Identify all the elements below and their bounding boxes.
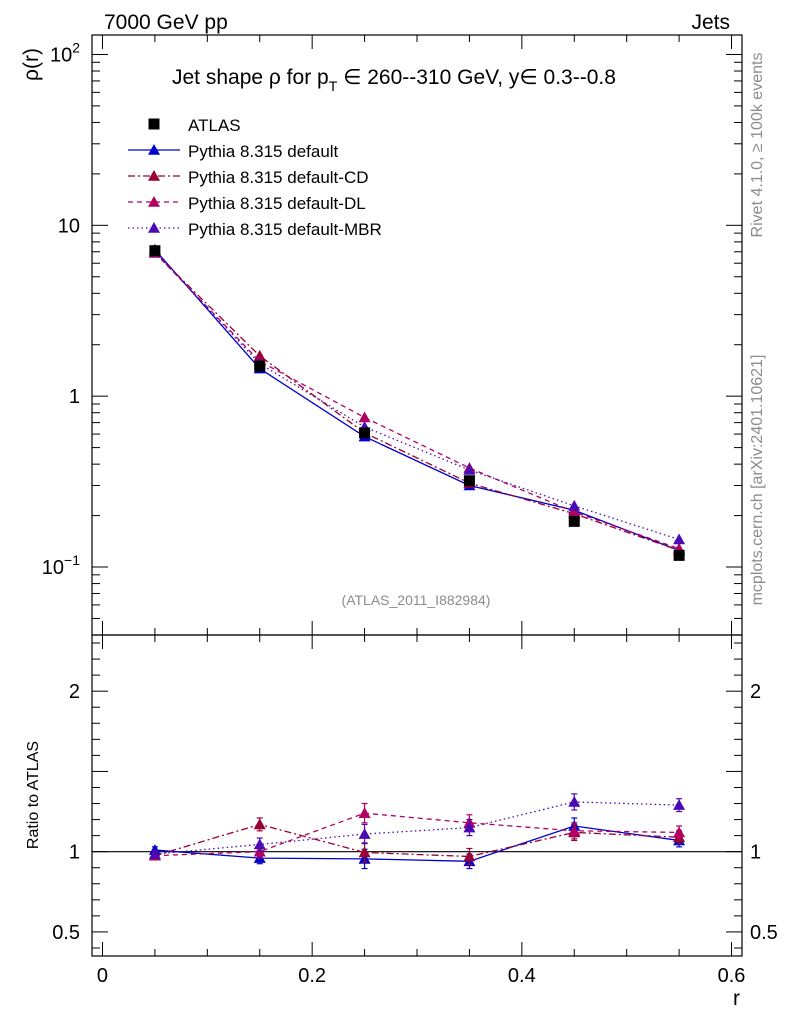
x-axis-label: r [733, 987, 740, 1010]
series-ratio-marker [358, 807, 371, 818]
legend-marker [148, 222, 160, 233]
y-axis-label: ρ(r) [20, 48, 43, 81]
series-ratio-marker [358, 846, 371, 858]
x-tick-label: 0.2 [298, 965, 326, 987]
series-marker [358, 411, 371, 423]
ratio-tick-label-left: 1 [69, 842, 80, 864]
mcplots-label: mcplots.cern.ch [arXiv:2401.10621] [749, 355, 766, 606]
series-line-main [154, 252, 680, 552]
header-right: Jets [691, 11, 730, 34]
legend-marker [148, 196, 160, 207]
series-line-ratio [154, 825, 680, 862]
y-tick-label: 10 [58, 215, 80, 237]
data-point [359, 427, 371, 439]
legend-label: Pythia 8.315 default-MBR [188, 220, 382, 239]
ratio-tick-label-right: 0.5 [750, 922, 778, 944]
legend-label: Pythia 8.315 default-CD [188, 168, 369, 187]
series-curves [148, 243, 686, 870]
series-line-ratio [154, 812, 680, 857]
legend-marker [148, 144, 160, 155]
legend-label-atlas: ATLAS [188, 116, 241, 135]
series-line-main [154, 251, 680, 541]
series-ratio-marker [148, 848, 161, 859]
series-marker [568, 499, 581, 511]
rivet-version-label: Rivet 4.1.0, ≥ 100k events [749, 53, 766, 238]
chart-title-subscript: T [329, 78, 338, 94]
legend-label: Pythia 8.315 default [188, 142, 339, 161]
x-tick-label: 0 [97, 965, 108, 987]
ratio-tick-label-right: 1 [750, 842, 761, 864]
series-ratio-marker [568, 824, 581, 836]
analysis-label: (ATLAS_2011_I882984) [342, 592, 491, 608]
data-point [149, 245, 161, 257]
x-tick-label: 0.6 [718, 965, 746, 987]
tick-labels: 0 0.2 0.4 0.6 10−1 1 10 102 0.5 0.5 1 1 2 2 [42, 39, 778, 987]
legend-marker [148, 170, 160, 181]
ratio-plot-frame [91, 634, 743, 957]
series-ratio-marker [253, 818, 266, 830]
y-tick-label: 102 [50, 39, 80, 66]
series-marker [463, 463, 476, 475]
ratio-tick-label-right: 2 [750, 681, 761, 703]
series-line-main [154, 252, 680, 550]
legend-marker-atlas [148, 118, 160, 130]
chart-title-part-b: ∈ 260--310 GeV, y∈ 0.3--0.8 [337, 66, 616, 89]
axis-ticks [92, 35, 742, 956]
data-point [568, 515, 580, 527]
series-ratio-marker [568, 795, 581, 807]
series-marker [568, 505, 581, 517]
chart-title: Jet shape ρ for pT ∈ 260--310 GeV, y∈ 0.… [172, 66, 616, 94]
ratio-tick-label-left: 2 [69, 681, 80, 703]
series-ratio-marker [673, 826, 686, 838]
atlas-data-points [149, 245, 685, 561]
chart-title-part-a: Jet shape ρ for p [172, 66, 329, 89]
series-line-ratio [154, 801, 680, 855]
header-left: 7000 GeV pp [104, 11, 228, 34]
x-tick-label: 0.4 [508, 965, 536, 987]
data-point [463, 475, 475, 487]
y-tick-label: 1 [69, 386, 80, 408]
series-line-main [154, 249, 680, 552]
data-point [254, 360, 266, 372]
series-ratio-marker [463, 821, 476, 833]
ratio-axis-label: Ratio to ATLAS [25, 741, 42, 849]
series-ratio-marker [673, 799, 686, 810]
series-marker [673, 533, 686, 545]
legend-label: Pythia 8.315 default-DL [188, 194, 366, 213]
series-ratio-marker [463, 850, 476, 862]
series-ratio-marker [253, 838, 266, 850]
data-point [673, 549, 685, 561]
legend: ATLAS Pythia 8.315 default Pythia 8.315 de… [128, 116, 382, 239]
y-tick-label: 10−1 [42, 552, 80, 579]
ratio-tick-label-left: 0.5 [52, 922, 80, 944]
series-ratio-marker [358, 828, 371, 839]
series-line-ratio [154, 823, 680, 858]
